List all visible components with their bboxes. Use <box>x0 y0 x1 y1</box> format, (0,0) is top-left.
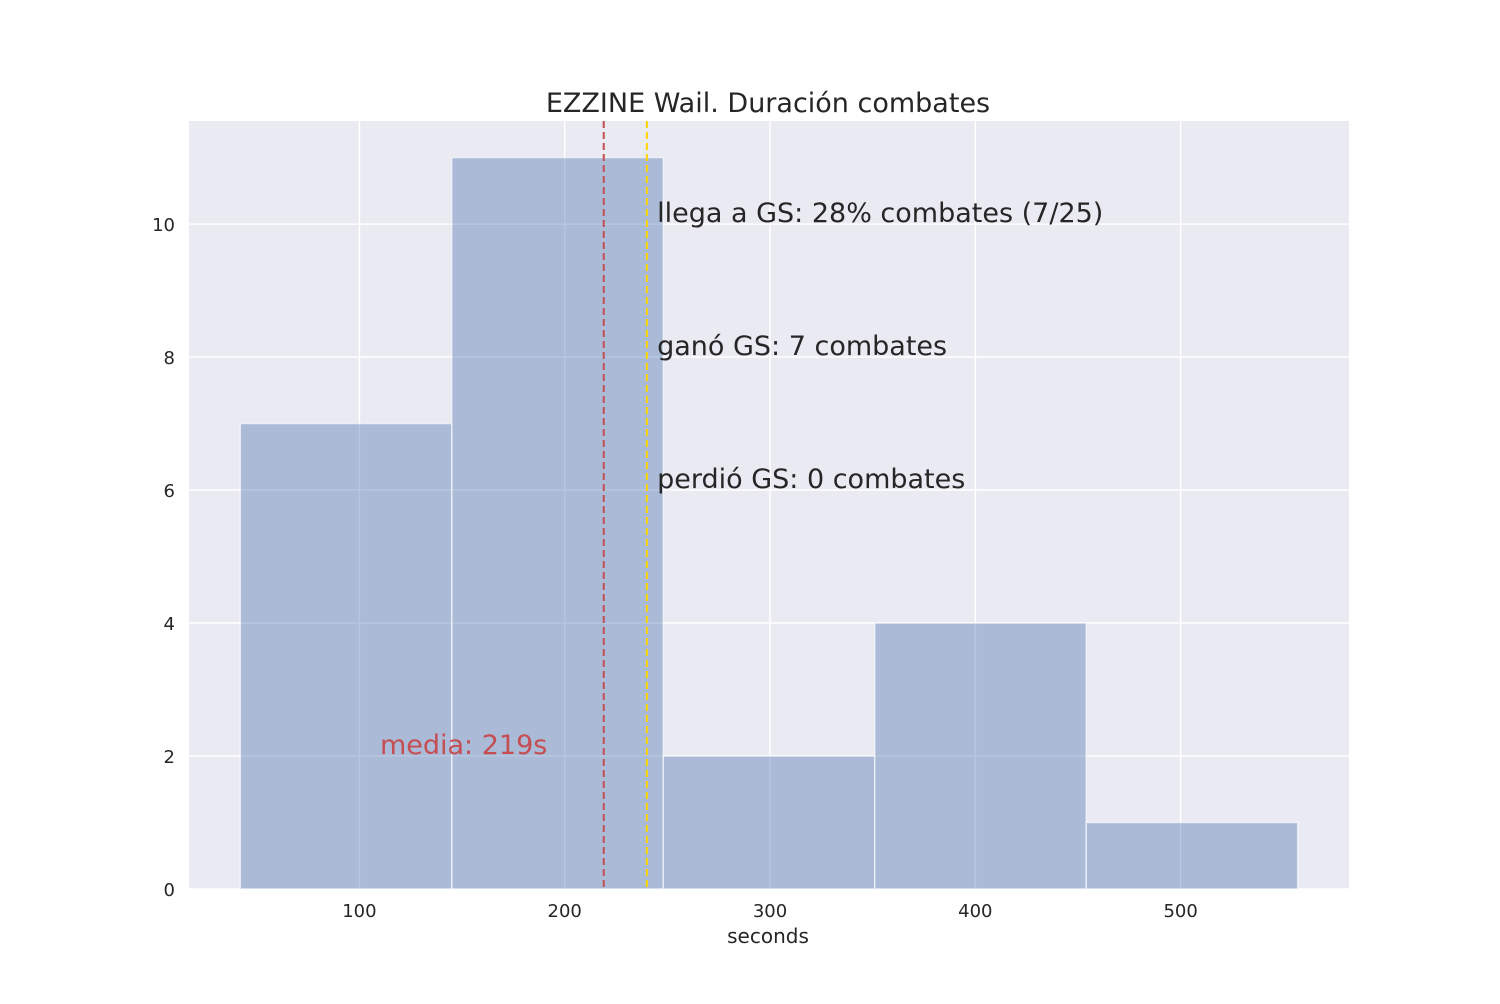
histogram-bars <box>239 156 1299 890</box>
chart-title: EZZINE Wail. Duración combates <box>546 88 990 119</box>
histogram-bar <box>451 156 665 890</box>
x-tick-label: 500 <box>1163 901 1197 922</box>
plot-background <box>189 121 1349 889</box>
annotation-label: ganó GS: 7 combates <box>657 331 947 362</box>
histogram-bar <box>873 622 1087 890</box>
y-tick-label: 2 <box>164 747 175 768</box>
y-tick-label: 8 <box>164 348 175 369</box>
y-axis-ticks: 0 2 4 6 8 10 <box>152 215 175 901</box>
annotation-label: perdió GS: 0 combates <box>657 464 965 495</box>
histogram-bar <box>1085 821 1299 890</box>
gridlines <box>189 121 1349 890</box>
histogram-bar <box>662 755 876 890</box>
y-tick-label: 0 <box>164 880 175 901</box>
x-axis-ticks: 100 200 300 400 500 <box>342 901 1198 922</box>
x-tick-label: 300 <box>753 901 787 922</box>
x-tick-label: 200 <box>548 901 582 922</box>
annotation-label: media: 219s <box>380 730 547 761</box>
histogram-bar <box>239 422 453 890</box>
x-tick-label: 400 <box>958 901 992 922</box>
annotation-label: llega a GS: 28% combates (7/25) <box>657 198 1103 229</box>
y-tick-label: 10 <box>152 215 175 236</box>
x-tick-label: 100 <box>342 901 376 922</box>
x-axis-label: seconds <box>727 924 809 948</box>
reference-lines <box>602 121 648 889</box>
y-tick-label: 4 <box>164 614 175 635</box>
y-tick-label: 6 <box>164 481 175 502</box>
annotations: llega a GS: 28% combates (7/25) ganó GS: … <box>380 198 1103 761</box>
